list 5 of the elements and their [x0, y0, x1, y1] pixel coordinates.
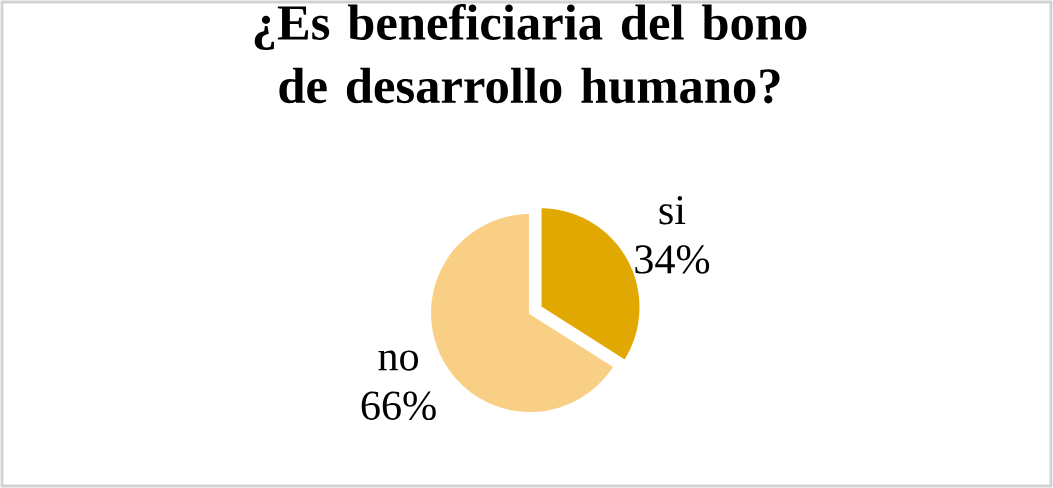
- chart-title: ¿Es beneficiaria del bono de desarrollo humano?: [254, 3, 807, 104]
- data-label: 34%: [635, 245, 710, 274]
- slice-label: si: [659, 196, 686, 225]
- slice-label: no: [378, 350, 419, 371]
- data-label: 66%: [361, 391, 436, 421]
